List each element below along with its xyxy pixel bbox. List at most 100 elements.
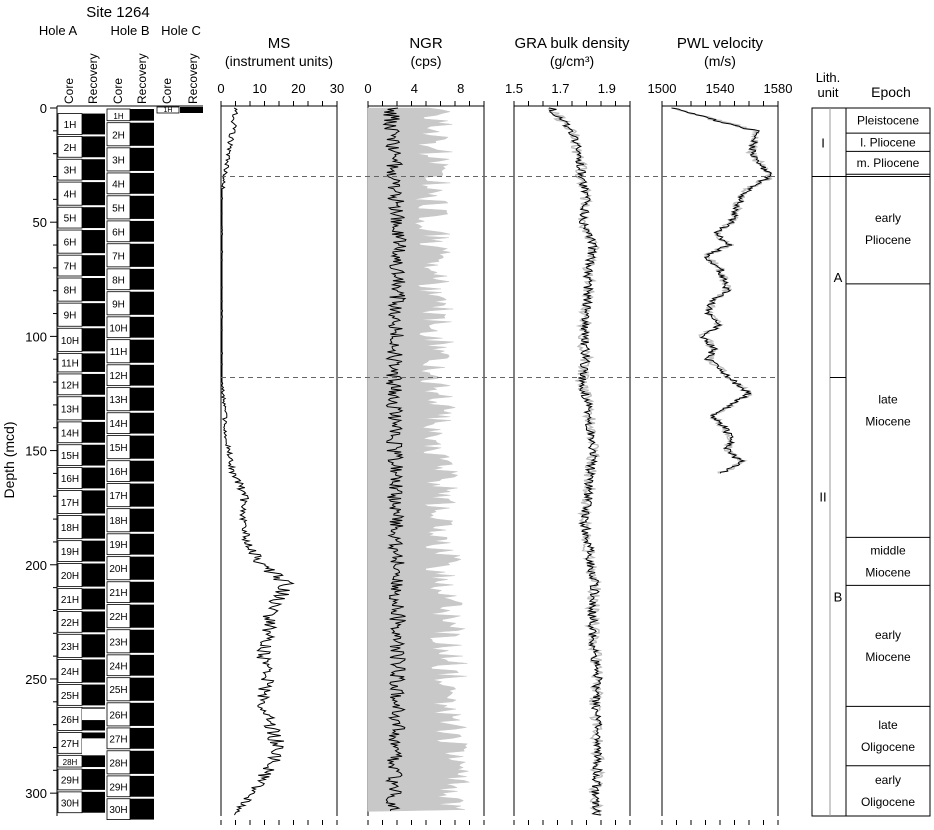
hole_a-recovery-bar <box>82 373 105 395</box>
hole_a-recovery-bar <box>82 563 105 587</box>
hole_a-core-label: 15H <box>61 451 79 462</box>
hole_a-core-label: 23H <box>61 642 79 653</box>
panel-title: NGR <box>409 35 443 52</box>
hole_b-core-label: 27H <box>109 734 127 745</box>
hole_b-recovery-bar <box>130 581 154 603</box>
hole_a-recovery-bar <box>82 113 105 135</box>
panel-title: GRA bulk density <box>514 35 630 52</box>
depth-tick-label: 150 <box>25 444 47 459</box>
hole_a-recovery-bar <box>82 755 105 768</box>
hole_b-core-label: 21H <box>109 588 127 599</box>
panel-gray-trace <box>673 107 773 474</box>
panel-tick-label: 1580 <box>764 81 793 96</box>
ngr-gray-envelope <box>367 107 470 812</box>
hole_a-core-label: 22H <box>61 618 79 629</box>
hole_b-recovery-bar <box>130 387 154 411</box>
hole_b-recovery-bar <box>130 316 154 338</box>
hole_b-recovery-bar <box>130 147 154 171</box>
hole_b-recovery-bar <box>130 654 154 676</box>
panel-ngr: NGR(cps) 0 4 8 <box>364 35 485 825</box>
depth-axis: 0 50 100 150 200 250 300 <box>25 101 58 816</box>
hole_a-recovery-bar <box>82 467 105 489</box>
epoch-label: Pleistocene <box>857 114 919 128</box>
hole_b-core-label: 19H <box>109 540 127 551</box>
hole_a-recovery-bar <box>82 278 105 302</box>
hole_a-core-label: 12H <box>61 380 79 391</box>
lith-unit-label: II <box>819 489 826 504</box>
hole-a-recovery-gap <box>82 708 105 721</box>
hole_a-core-label: 14H <box>61 428 79 439</box>
hole-a-recovery-gap <box>82 738 105 755</box>
panel-ms: MS(instrument units)0 10 20 30 <box>217 35 344 825</box>
hole-c-core-header: Core <box>160 78 174 104</box>
hole_a-recovery-bar <box>82 515 105 539</box>
epoch-label: middle <box>870 543 906 557</box>
panel-subtitle: (g/cm³) <box>550 53 594 69</box>
hole_b-core-label: 18H <box>109 516 127 527</box>
hole_b-core-label: 26H <box>109 710 127 721</box>
hole_b-core-label: 28H <box>109 758 127 769</box>
epoch-header: Epoch <box>871 84 911 100</box>
hole_b-core-label: 29H <box>109 782 127 793</box>
hole_a-recovery-bar <box>82 490 105 514</box>
hole_a-recovery-bar <box>82 791 105 813</box>
unit-boundaries <box>221 176 778 378</box>
hole_a-core-label: 18H <box>61 523 79 534</box>
depth-tick-label: 100 <box>25 329 47 344</box>
hole_a-recovery-bar <box>82 684 105 706</box>
hole_a-recovery-bar <box>82 303 105 327</box>
hole_a-core-label: 27H <box>61 739 79 750</box>
lith-unit-label: I <box>821 135 825 150</box>
hole_a-recovery-bar <box>82 611 105 633</box>
panel-tick-label: 1.7 <box>551 81 569 96</box>
panel-tick-label: 1500 <box>648 81 677 96</box>
hole_b-core-label: 20H <box>109 564 127 575</box>
hole-a-label: Hole A <box>39 23 78 38</box>
depth-tick-label: 0 <box>40 101 47 116</box>
hole_b-core-label: 5H <box>112 203 125 214</box>
hole_b-core-label: 7H <box>112 251 125 262</box>
panel-tick-label: 30 <box>330 81 344 96</box>
hole_a-recovery-bar <box>82 353 105 372</box>
hole_a-recovery-bar <box>82 159 105 181</box>
panel-subtitle: (m/s) <box>704 53 736 69</box>
hole-a-core-header: Core <box>62 78 76 104</box>
hole_a-core-label: 10H <box>61 336 79 347</box>
hole_b-recovery-bar <box>130 195 154 219</box>
epoch-label: early <box>875 211 901 225</box>
panel-tick-label: 0 <box>364 81 371 96</box>
depth-axis-label: Depth (mcd) <box>1 421 17 498</box>
hole_a-recovery-bar <box>82 136 105 158</box>
hole_b-core-label: 9H <box>112 299 125 310</box>
hole_b-core-label: 22H <box>109 612 127 623</box>
hole_a-core-label: 16H <box>61 474 79 485</box>
panel-title: PWL velocity <box>677 35 764 52</box>
hole_a-core-label: 24H <box>61 667 79 678</box>
lith-header-unit: unit <box>818 85 839 100</box>
hole_a-recovery-bar <box>82 230 105 254</box>
hole_b-recovery-bar <box>130 727 154 749</box>
panel-tick-label: 20 <box>291 81 305 96</box>
hole_a-core-label: 1H <box>64 120 77 131</box>
hole_b-core-label: 6H <box>112 227 125 238</box>
lith-header-title: Lith. <box>816 70 841 85</box>
hole_b-core-label: 17H <box>109 491 127 502</box>
hole_b-recovery-bar <box>130 435 154 459</box>
epoch-label: Pliocene <box>865 233 911 247</box>
depth-tick-label: 50 <box>33 215 47 230</box>
hole_b-core-label: 1H <box>113 112 123 121</box>
panel-tick-label: 1540 <box>706 81 735 96</box>
epoch-label: late <box>878 393 898 407</box>
hole_a-core-label: 11H <box>61 359 79 370</box>
panel-black-trace <box>671 107 773 474</box>
hole_a-core-label: 20H <box>61 571 79 582</box>
hole_b-recovery-bar <box>130 172 154 194</box>
hole_b-recovery-bar <box>130 109 154 121</box>
panel-tick-label: 4 <box>411 81 418 96</box>
hole_b-recovery-bar <box>130 775 154 797</box>
panel-tick-label: 8 <box>457 81 464 96</box>
panel-tick-label: 10 <box>252 81 266 96</box>
hole_b-recovery-bar <box>130 798 154 820</box>
hole_a-recovery-bar <box>82 421 105 443</box>
hole_b-recovery-bar <box>130 243 154 267</box>
